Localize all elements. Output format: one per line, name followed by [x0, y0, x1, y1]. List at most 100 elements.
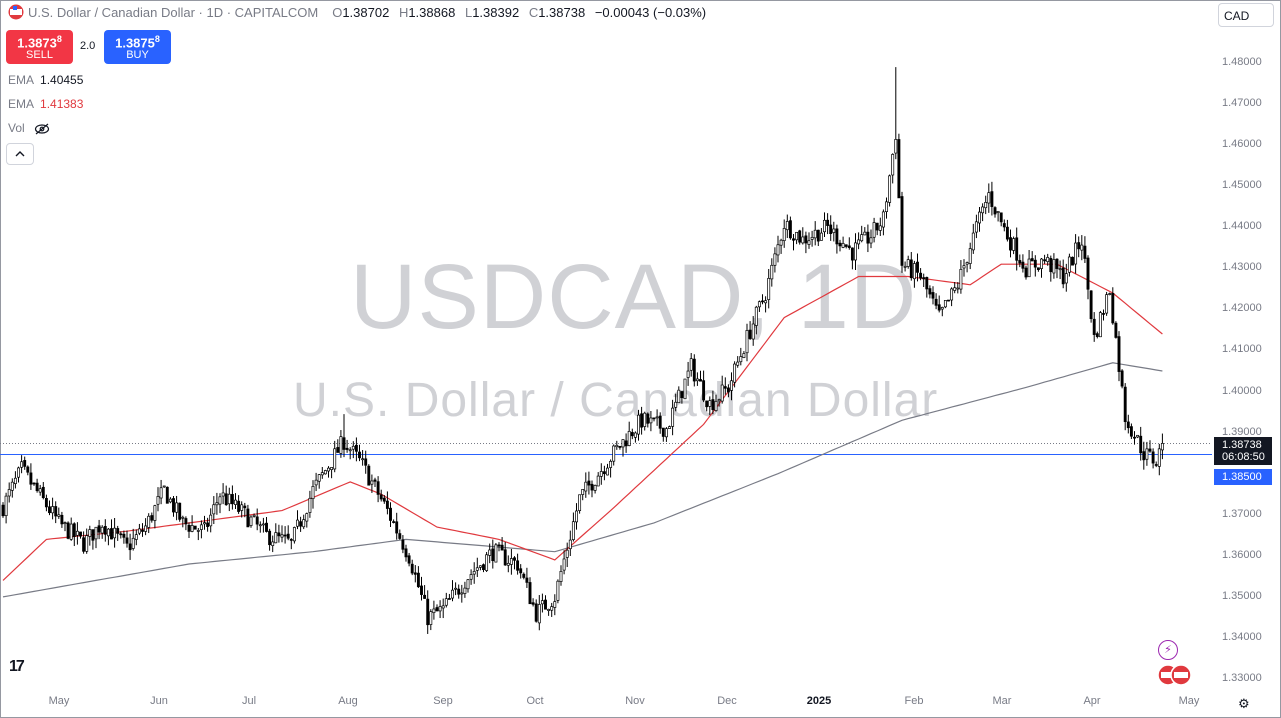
candle-down [230, 494, 234, 505]
candle-up [621, 439, 625, 448]
candle-up [689, 358, 693, 371]
candle-down [426, 598, 430, 626]
candle-up [234, 499, 237, 505]
x-tick-label: Apr [1083, 695, 1101, 707]
candle-up [649, 417, 653, 424]
candle-down [410, 563, 414, 574]
candle-down [44, 498, 48, 508]
candle-down [404, 548, 408, 558]
candle-up [339, 436, 343, 454]
hide-eye-icon[interactable] [34, 123, 50, 135]
x-tick-label: Aug [338, 695, 358, 707]
candle-down [1049, 258, 1053, 273]
candle-down [618, 445, 622, 448]
candle-up [537, 604, 541, 624]
candle-up [215, 502, 219, 506]
ema-slow-indicator[interactable]: EMA 1.41383 [8, 97, 84, 111]
currency-flags-icon[interactable] [1156, 664, 1194, 686]
candle-up [757, 301, 761, 308]
candle-up [717, 399, 721, 402]
y-tick-label: 1.40000 [1222, 384, 1262, 397]
candle-up [196, 530, 200, 532]
gear-icon[interactable]: ⚙ [1238, 696, 1250, 711]
candle-up [20, 461, 24, 468]
candle-up [494, 544, 498, 563]
candle-down [922, 277, 926, 280]
candle-up [227, 493, 231, 505]
candle-up [323, 470, 327, 475]
candle-up [906, 259, 910, 267]
candle-down [413, 572, 417, 575]
candle-up [330, 467, 334, 470]
candle-down [385, 500, 389, 509]
candle-up [677, 389, 681, 404]
candle-up [813, 229, 817, 239]
candle-up [894, 139, 898, 154]
y-tick-label: 1.37000 [1222, 507, 1262, 520]
candle-down [48, 506, 51, 514]
candle-down [342, 437, 346, 450]
candle-up [1080, 244, 1084, 251]
candle-down [1030, 258, 1034, 262]
countdown-timer: 06:08:50 [1222, 451, 1265, 463]
candle-up [1058, 268, 1062, 271]
sell-button[interactable]: 1.38738 SELL [6, 30, 73, 64]
candle-down [788, 220, 792, 239]
candle-up [742, 353, 746, 358]
currency-selector[interactable]: CAD [1218, 3, 1274, 27]
y-tick-label: 1.43000 [1222, 261, 1262, 274]
candle-up [252, 514, 256, 517]
candle-down [692, 358, 696, 382]
y-tick-label: 1.41000 [1222, 343, 1262, 356]
candle-up [134, 534, 138, 540]
candle-up [280, 534, 284, 538]
collapse-legend-button[interactable] [6, 143, 34, 165]
candle-up [469, 574, 473, 580]
candle-up [888, 175, 892, 203]
ema-fast-indicator[interactable]: EMA 1.40455 [8, 73, 84, 87]
candle-down [277, 532, 281, 537]
y-tick-label: 1.48000 [1222, 56, 1262, 68]
candle-up [978, 211, 981, 224]
candle-down [165, 486, 169, 504]
candle-down [178, 502, 182, 520]
candle-down [420, 585, 423, 595]
candle-up [454, 587, 458, 590]
candle-down [1021, 261, 1025, 269]
symbol-title[interactable]: U.S. Dollar / Canadian Dollar · 1D · CAP… [28, 4, 319, 20]
candle-down [513, 557, 516, 561]
candle-up [686, 370, 690, 378]
candle-up [776, 244, 780, 256]
x-tick-label: Feb [904, 695, 924, 707]
candle-up [4, 495, 8, 517]
ema-slow-line [2, 362, 1163, 598]
candle-up [795, 231, 799, 241]
candle-up [7, 489, 11, 497]
candle-down [646, 413, 650, 424]
candle-up [940, 307, 944, 310]
candle-up [168, 498, 172, 503]
candle-up [162, 485, 166, 488]
candle-down [122, 533, 126, 538]
line-price-label: 1.38500 [1214, 469, 1272, 485]
candle-up [1040, 258, 1043, 269]
lightning-icon[interactable]: ⚡ [1158, 640, 1178, 660]
candle-up [85, 535, 89, 552]
candle-up [88, 529, 92, 537]
candle-up [75, 530, 79, 536]
candle-up [708, 400, 712, 407]
candle-up [612, 445, 616, 462]
buy-button[interactable]: 1.38758 BUY [104, 30, 171, 64]
flag-icon [8, 4, 24, 20]
candle-up [10, 481, 14, 491]
candle-down [702, 380, 706, 401]
candle-down [416, 572, 420, 588]
candle-down [72, 523, 76, 537]
candle-up [240, 504, 244, 511]
volume-indicator[interactable]: Vol [8, 121, 50, 135]
candle-up [553, 601, 557, 608]
tradingview-logo-icon[interactable]: 17 [9, 658, 25, 675]
candle-up [606, 467, 609, 476]
candle-up [302, 519, 306, 528]
